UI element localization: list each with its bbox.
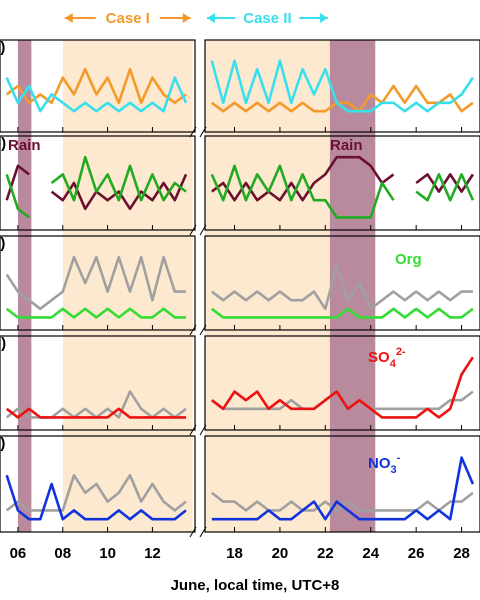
panel-frame [0, 135, 196, 231]
series-line [5, 67, 474, 113]
panel-label: e) [0, 435, 5, 452]
panel-label: a) [0, 39, 5, 56]
annotation-sup: 2- [396, 346, 406, 358]
annotation-sup: - [397, 452, 401, 464]
panel-label: c) [0, 235, 5, 252]
panel-frame [204, 435, 480, 533]
x-tick-label: 26 [408, 545, 425, 562]
x-tick-label: 20 [272, 545, 289, 562]
annotation-sub: 4 [390, 358, 397, 370]
panel-frame [0, 435, 196, 533]
series-line [5, 356, 474, 419]
break-mark [189, 224, 197, 236]
annotation: Rain [330, 137, 363, 154]
annotation-sub: 3 [391, 464, 397, 476]
panel-frame [0, 335, 196, 431]
shade-span [329, 40, 376, 532]
panel-frame [204, 39, 480, 133]
annotation-text: Rain [8, 137, 41, 154]
series-line [5, 155, 475, 219]
panel-frame [204, 235, 480, 331]
case-label: Case II [243, 10, 291, 27]
break-mark [199, 126, 207, 138]
break-mark [189, 424, 197, 436]
x-tick-label: 22 [317, 545, 334, 562]
annotation: Org [395, 251, 422, 268]
panel-frame [0, 235, 196, 331]
x-tick-label: 10 [99, 545, 116, 562]
case-label-bg [235, 8, 300, 28]
annotation: Rain [8, 137, 41, 154]
panel-label: b) [0, 135, 6, 152]
break-mark [199, 324, 207, 336]
series-line [5, 456, 475, 521]
annotation-text: Org [395, 251, 422, 268]
x-tick-label: 12 [144, 545, 161, 562]
axis-break-gap [195, 0, 205, 600]
panel-frame [204, 335, 480, 431]
series-line [5, 307, 474, 319]
break-mark [199, 424, 207, 436]
x-axis-label: June, local time, UTC+8 [171, 577, 340, 594]
case-label: Case I [106, 10, 150, 27]
series-line [5, 255, 473, 311]
annotation: NO3- [368, 452, 401, 476]
panel-frame [0, 39, 196, 133]
annotation: SO42- [368, 346, 406, 370]
x-tick-label: 24 [362, 545, 379, 562]
annotation-text: Rain [330, 137, 363, 154]
shade-span [17, 40, 32, 532]
break-mark [189, 324, 197, 336]
panel-frame [204, 135, 480, 231]
annotation-text: SO [368, 349, 390, 366]
series-line [5, 155, 474, 211]
series-line [5, 59, 474, 113]
x-tick-label: 08 [54, 545, 71, 562]
panel-label: d) [0, 335, 6, 352]
case-label-bg [95, 8, 160, 28]
break-mark [199, 224, 207, 236]
break-mark [189, 526, 197, 538]
break-mark [199, 526, 207, 538]
x-tick-label: 18 [226, 545, 243, 562]
annotation-text: NO [368, 455, 391, 472]
x-tick-label: 06 [10, 545, 27, 562]
x-tick-label: 28 [453, 545, 470, 562]
shade-span [205, 40, 330, 532]
break-mark [189, 126, 197, 138]
